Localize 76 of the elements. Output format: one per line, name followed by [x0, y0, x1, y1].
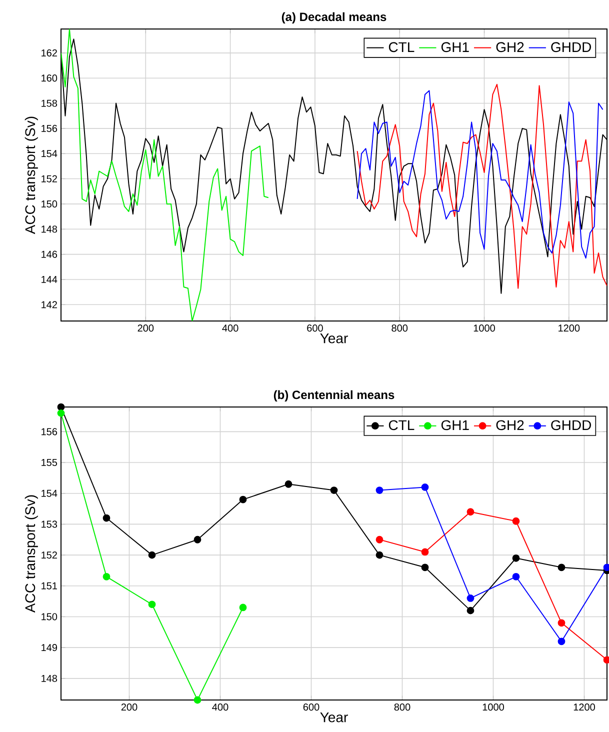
point	[148, 600, 156, 608]
point	[512, 554, 520, 562]
x-tick-label: 600	[303, 704, 320, 711]
x-axis-title: Year	[320, 712, 348, 722]
point	[148, 551, 156, 559]
legend-label: CTL	[388, 420, 414, 430]
x-tick-label: 800	[392, 324, 408, 332]
y-tick-label: 160	[42, 74, 58, 82]
y-tick-label: 156	[42, 124, 58, 132]
y-tick-label: 148	[42, 226, 58, 233]
x-axis-title: Year	[320, 333, 348, 344]
x-tick-label: 400	[222, 324, 238, 332]
legend-label: CTL	[388, 42, 414, 52]
line-series	[356, 90, 604, 259]
point	[512, 572, 520, 580]
point	[239, 496, 247, 504]
legend-label: GHDD	[551, 42, 591, 52]
point	[466, 594, 474, 602]
x-tick-label: 400	[212, 704, 228, 711]
y-tick-label: 142	[42, 301, 57, 308]
x-tick-label: 600	[307, 324, 323, 332]
line-series	[356, 84, 607, 289]
y-tick-label: 150	[42, 200, 58, 208]
point	[421, 564, 429, 572]
chart-title: (b) Centennial means	[274, 390, 394, 402]
legend-label: GH1	[441, 420, 469, 430]
y-tick-label: 158	[42, 100, 58, 107]
point	[466, 508, 474, 516]
point	[194, 536, 202, 544]
x-tick-label: 1000	[474, 324, 495, 332]
y-tick-label: 154	[42, 150, 58, 158]
y-tick-label: 162	[42, 49, 57, 56]
y-axis-title: ACC transport (Sv)	[24, 116, 38, 234]
x-tick-label: 200	[121, 704, 138, 711]
point	[558, 638, 566, 646]
point	[376, 536, 384, 544]
legend-label: GH2	[496, 420, 524, 430]
y-tick-label: 146	[42, 250, 58, 258]
point	[376, 486, 384, 494]
y-tick-label: 154	[42, 490, 58, 497]
point	[102, 572, 110, 580]
point	[558, 619, 566, 627]
chart-title: (a) Decadal means	[282, 12, 386, 24]
point	[330, 486, 338, 494]
point	[376, 551, 384, 559]
point	[512, 517, 520, 525]
x-tick-label: 1200	[574, 704, 595, 711]
y-tick-label: 156	[42, 428, 58, 436]
point	[57, 409, 65, 417]
point	[284, 480, 292, 488]
y-tick-label: 152	[42, 175, 57, 182]
line-series	[61, 29, 269, 322]
y-tick-label: 151	[42, 582, 57, 590]
y-tick-label: 152	[42, 552, 57, 559]
point	[239, 604, 247, 612]
y-axis-title: ACC transport (Sv)	[24, 495, 38, 613]
legend-label: GH2	[496, 42, 524, 52]
legend-label: GHDD	[551, 420, 591, 430]
point	[421, 484, 429, 491]
point	[421, 548, 429, 556]
point	[102, 514, 110, 522]
point	[558, 564, 566, 572]
point	[194, 696, 202, 704]
x-tick-label: 1000	[482, 704, 504, 711]
y-tick-label: 150	[42, 613, 58, 620]
y-tick-label: 149	[42, 644, 57, 652]
point	[57, 403, 65, 411]
y-tick-label: 148	[42, 674, 58, 682]
x-tick-label: 200	[138, 324, 154, 332]
y-tick-label: 153	[42, 520, 58, 528]
point	[466, 606, 474, 614]
legend-label: GH1	[441, 42, 469, 52]
y-tick-label: 155	[42, 459, 58, 466]
x-tick-label: 800	[394, 704, 410, 711]
y-tick-label: 144	[42, 276, 58, 283]
x-tick-label: 1200	[558, 324, 580, 332]
